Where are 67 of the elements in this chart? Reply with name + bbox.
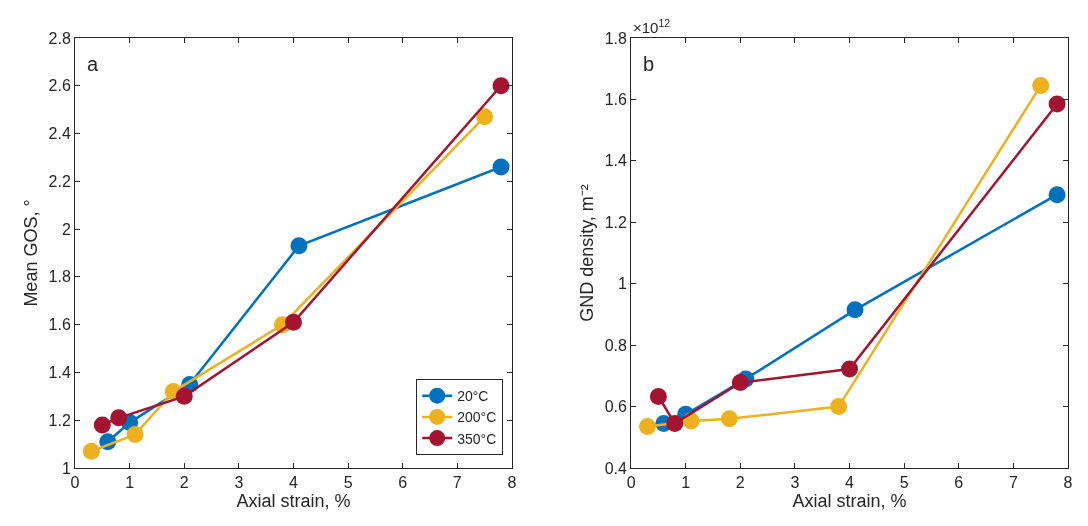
x-tick-label: 4 xyxy=(289,474,299,492)
x-tick-label: 6 xyxy=(954,474,964,492)
point xyxy=(1048,95,1066,113)
y-tick-label: 1.8 xyxy=(48,268,71,286)
point xyxy=(1032,77,1050,95)
point xyxy=(284,313,302,331)
x-tick-label: 2 xyxy=(735,474,745,492)
y-tick-label: 2.4 xyxy=(48,125,71,143)
x-tick-label: 0 xyxy=(70,474,80,492)
y-tick-label: 1.2 xyxy=(604,213,627,231)
y-axis-title: GND density, m⁻² xyxy=(576,184,597,322)
y-tick-label: 1.4 xyxy=(604,152,627,170)
x-tick-label: 2 xyxy=(179,474,189,492)
point xyxy=(1048,186,1066,204)
point xyxy=(666,414,684,432)
y-tick-label: 2.6 xyxy=(48,77,71,95)
text: ×10$^{12}$ xyxy=(633,17,671,37)
x-tick-label: 8 xyxy=(1063,474,1073,492)
point xyxy=(492,77,510,95)
x-tick-label: 0 xyxy=(626,474,636,492)
point xyxy=(175,387,193,405)
point xyxy=(110,409,128,427)
x-tick-label: 4 xyxy=(845,474,855,492)
y-tick-label: 1.4 xyxy=(48,364,71,382)
point xyxy=(649,387,667,405)
y-tick-label: 0.4 xyxy=(604,459,627,477)
y-tick-label: 0.8 xyxy=(604,336,627,354)
x-tick-label: 7 xyxy=(1008,474,1018,492)
point xyxy=(290,237,308,255)
point xyxy=(830,398,848,416)
y-tick-label: 1 xyxy=(617,275,627,293)
x-tick-label: 5 xyxy=(899,474,909,492)
point xyxy=(82,442,100,460)
annotation: a xyxy=(87,53,99,75)
x-tick-label: 6 xyxy=(398,474,408,492)
x-tick-label: 8 xyxy=(507,474,517,492)
annotation: b xyxy=(643,53,655,75)
x-tick-label: 5 xyxy=(343,474,353,492)
legend-label: 200°C xyxy=(457,409,497,426)
y-tick-label: 1.6 xyxy=(48,316,71,334)
y-tick-label: 2.8 xyxy=(48,29,71,47)
y-tick-label: 2.2 xyxy=(48,172,71,190)
x-tick-label: 3 xyxy=(234,474,244,492)
point xyxy=(492,158,510,176)
x-tick-label: 3 xyxy=(790,474,800,492)
y-tick-label: 2 xyxy=(61,220,71,238)
y-axis-title: Mean GOS, ° xyxy=(20,199,41,307)
x-tick-label: 7 xyxy=(452,474,462,492)
point xyxy=(638,418,656,436)
x-axis-title: Axial strain, % xyxy=(236,491,351,512)
point xyxy=(93,416,111,434)
point xyxy=(720,410,738,428)
y-tick-label: 1 xyxy=(61,459,71,477)
y-tick-label: 1.2 xyxy=(48,411,71,429)
legend-label: 20°C xyxy=(457,388,489,405)
x-tick-label: 1 xyxy=(681,474,691,492)
x-tick-label: 1 xyxy=(125,474,135,492)
y-tick-label: 0.6 xyxy=(604,398,627,416)
x-axis-title: Axial strain, % xyxy=(792,491,907,512)
point xyxy=(126,426,144,444)
legend-label: 350°C xyxy=(457,430,497,447)
point xyxy=(476,108,494,126)
y-tick-label: 1.6 xyxy=(604,91,627,109)
point xyxy=(841,360,859,378)
y-tick-label: 1.8 xyxy=(604,29,627,47)
point xyxy=(731,374,749,392)
point xyxy=(846,301,864,319)
